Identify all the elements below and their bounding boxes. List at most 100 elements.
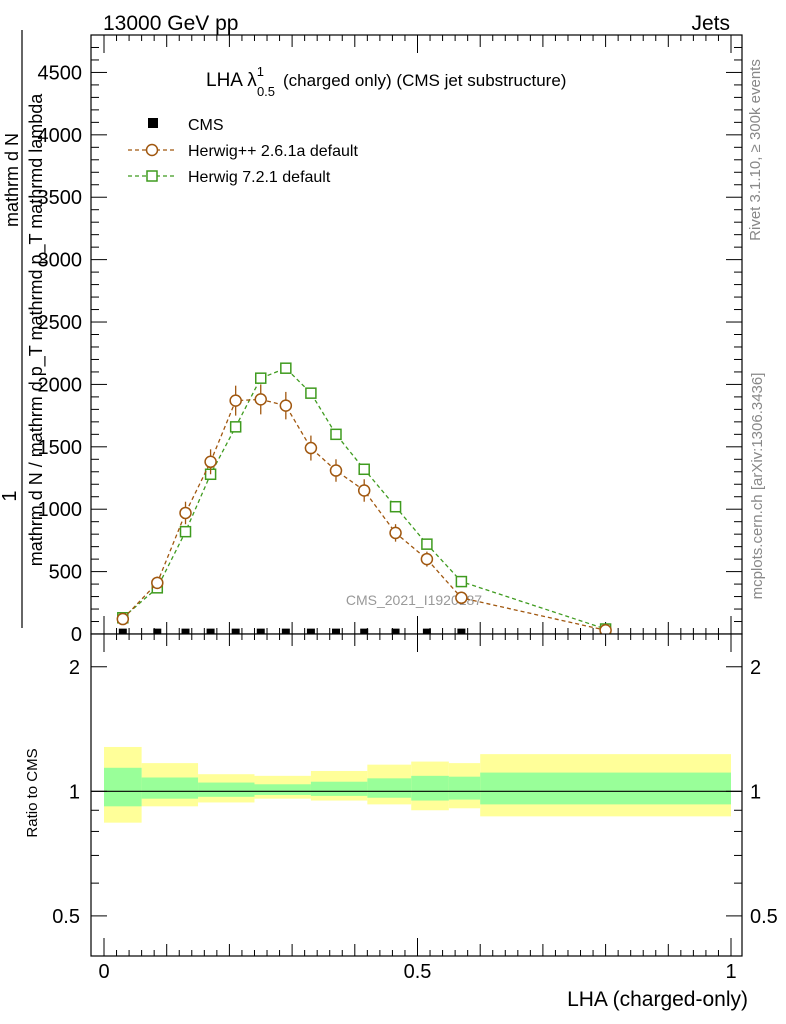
herwig-7-point	[255, 372, 267, 384]
cms-point	[256, 628, 265, 637]
ratio-y-tick-label-left: 1	[69, 781, 80, 803]
cms-point	[331, 628, 340, 637]
cms-point	[118, 628, 127, 637]
y-tick-label: 3000	[38, 250, 83, 272]
herwig-7-point	[389, 500, 402, 513]
herwig-7-point	[330, 428, 342, 441]
main-x-axis	[103, 35, 732, 634]
legend-marker-cms	[148, 118, 158, 128]
cms-point	[281, 628, 290, 637]
y-label-denominator: mathrm d N / mathrm d p_T mathrmd p_T ma…	[26, 93, 47, 566]
herwig-pp-point	[279, 399, 293, 412]
legend: CMS Herwig++ 2.6.1a default Herwig 7.2.1…	[128, 117, 358, 186]
herwig-7-line	[122, 367, 606, 630]
cms-point	[360, 628, 369, 637]
x-tick-label: 1	[725, 961, 736, 983]
herwig-pp-point	[254, 393, 267, 406]
main-panel-frame	[90, 34, 743, 635]
y-tick-label: 2000	[38, 374, 83, 396]
herwig-pp-point	[229, 394, 242, 407]
y-tick-label: 4500	[38, 62, 83, 84]
y-label-numerator: 1	[0, 490, 21, 501]
cms-point	[181, 628, 190, 637]
cms-point	[422, 628, 431, 637]
legend-label-herwig-7: Herwig 7.2.1 default	[188, 169, 331, 186]
y-tick-label: 0	[71, 624, 82, 646]
analysis-watermark: CMS_2021_I1920187	[346, 592, 482, 608]
y-tick-label: 3500	[38, 187, 83, 209]
y-tick-label: 4000	[38, 125, 83, 147]
herwig-pp-point	[151, 576, 164, 590]
ratio-band-inner	[411, 775, 449, 801]
herwig-7-point	[358, 463, 370, 476]
herwig-7-point	[229, 421, 242, 433]
ratio-band-inner	[104, 767, 142, 807]
herwig-pp-point	[304, 441, 318, 455]
plot-title-rest: (charged only) (CMS jet substructure)	[283, 71, 566, 90]
plot-title-sub: 0.5	[257, 84, 275, 99]
herwig-7-point	[455, 575, 468, 588]
herwig-pp-point	[329, 464, 343, 477]
uncertainty-bands	[104, 746, 731, 823]
plot-title-main: LHA λ	[206, 70, 257, 91]
y-tick-label: 1500	[38, 437, 83, 459]
ratio-band-inner	[367, 778, 412, 798]
main-panel: 0 500 1000 1500 2000 2500 3000 3500 4000 4500 CMS…	[38, 34, 743, 646]
main-y-label: 1 mathrm d N / mathrm d p_T mathrmd p_T …	[0, 30, 47, 628]
header-energy-label: 13000 GeV pp	[103, 12, 238, 35]
herwig-pp-point	[455, 591, 468, 605]
ratio-y-tick-label-left: 2	[69, 657, 80, 679]
legend-marker-herwig-pp	[145, 143, 159, 157]
y-tick-label: 2500	[38, 312, 83, 334]
ratio-band-inner	[141, 777, 199, 799]
cms-point	[206, 628, 215, 637]
ratio-panel-frame	[90, 633, 743, 957]
series-layer	[116, 362, 612, 637]
herwig-pp-point	[116, 612, 130, 626]
header-process-label: Jets	[691, 12, 730, 35]
herwig-pp-point	[204, 455, 217, 469]
herwig-pp-point	[357, 484, 371, 497]
ratio-x-axis: 0 0.5 1	[98, 634, 737, 983]
x-tick-label: 0.5	[404, 961, 432, 983]
ratio-band-inner	[480, 772, 731, 805]
herwig-7-point	[305, 387, 317, 399]
rivet-version-label: Rivet 3.1.10, ≥ 300k events	[747, 59, 764, 241]
plot-title-sup: 1	[257, 64, 264, 79]
cms-point	[391, 628, 400, 637]
cms-point	[231, 628, 240, 637]
y-tick-label: 1000	[38, 499, 83, 521]
ratio-y-axis: 0.5 0.5 1 1 2 2	[52, 657, 778, 928]
mcplots-reference-label: mcplots.cern.ch [arXiv:1306.3436]	[749, 373, 766, 600]
ratio-panel: 0.5 0.51 12 2 0 0.5 1	[52, 633, 778, 983]
legend-label-herwig-pp: Herwig++ 2.6.1a default	[188, 143, 358, 160]
ratio-band-inner	[198, 782, 255, 797]
ratio-y-tick-label-right: 0.5	[750, 906, 778, 928]
legend-marker-herwig-7	[146, 170, 158, 182]
plot-title: LHA λ1 0.5 (charged only) (CMS jet substru…	[206, 64, 566, 99]
x-axis-label: LHA (charged-only)	[567, 988, 748, 1011]
main-y-axis: 0 500 1000 1500 2000 2500 3000 3500 4000 4500	[38, 34, 742, 646]
cms-point	[153, 628, 162, 637]
herwig-pp-point	[389, 526, 402, 540]
ratio-band-inner	[254, 784, 311, 795]
ratio-y-tick-label-right: 2	[750, 657, 761, 679]
cms-point	[457, 628, 466, 637]
ratio-y-tick-label-right: 1	[750, 781, 761, 803]
ratio-band-inner	[310, 781, 368, 796]
x-tick-label: 0	[98, 961, 109, 983]
herwig-pp-point	[179, 506, 192, 520]
ratio-band-inner	[448, 776, 481, 800]
herwig-7-point	[179, 525, 192, 538]
ratio-y-tick-label-left: 0.5	[52, 906, 80, 928]
herwig-7-point	[280, 362, 292, 374]
cms-point	[306, 628, 315, 637]
herwig-pp-line	[122, 398, 606, 631]
herwig-pp-point	[420, 552, 434, 566]
y-label-stack: mathrm d N	[2, 133, 22, 227]
ratio-y-label: Ratio to CMS	[24, 748, 41, 837]
herwig-7-point	[421, 538, 433, 550]
legend-label-cms: CMS	[188, 117, 224, 134]
y-tick-label: 500	[49, 562, 82, 584]
